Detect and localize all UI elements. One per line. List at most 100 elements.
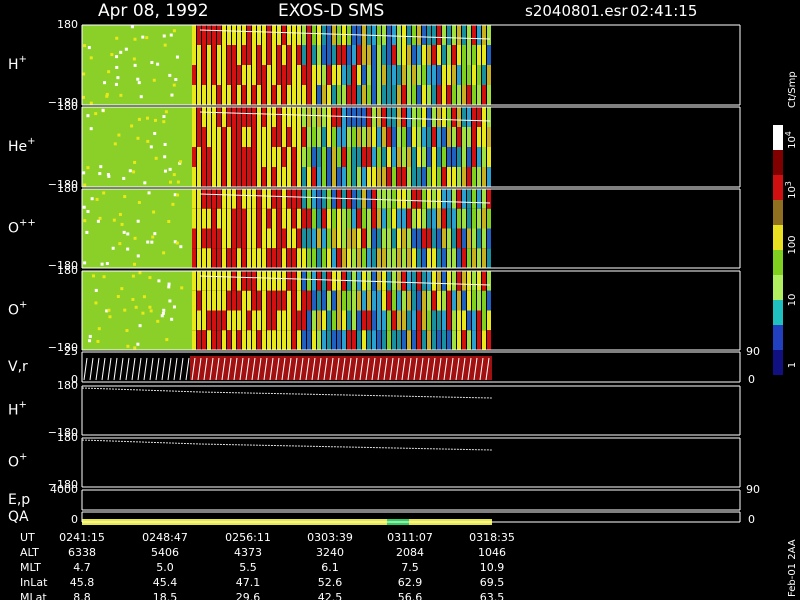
- spectrogram-cell: [352, 45, 356, 65]
- colorbar-segment: [773, 325, 783, 350]
- spectrogram-cell: [347, 248, 351, 268]
- spectrogram-speck: [92, 274, 96, 278]
- spectrogram-cell: [232, 228, 236, 249]
- spectrogram-cell: [257, 208, 261, 229]
- spectrogram-cell: [392, 107, 396, 127]
- spectrogram-speck: [165, 338, 169, 342]
- spectrogram-cell: [222, 147, 226, 167]
- spectrogram-speck: [145, 116, 149, 120]
- spectrogram-speck: [170, 317, 174, 321]
- spectrogram-cell: [347, 290, 351, 311]
- spectrogram-cell: [287, 310, 291, 331]
- spectrogram-cell: [222, 127, 226, 147]
- spectrogram-cell: [392, 310, 396, 331]
- spectrogram-speck: [131, 297, 135, 301]
- table-cell: 0311:07: [387, 531, 433, 544]
- spectrogram-cell: [337, 25, 341, 45]
- spectrogram-cell: [227, 45, 231, 65]
- spectrogram-speck: [132, 170, 136, 174]
- spectrogram-cell: [417, 228, 421, 249]
- spectrogram-cell: [452, 127, 456, 147]
- velocity-tick: [443, 357, 448, 381]
- spectrogram-cell: [477, 290, 481, 311]
- spectrogram-cell: [262, 189, 266, 209]
- spectrogram-cell: [287, 167, 291, 187]
- colorbar-segment: [773, 125, 783, 150]
- spectrogram-cell: [197, 107, 201, 127]
- velocity-tick: [275, 357, 280, 381]
- spectrogram-cell: [202, 127, 206, 147]
- spectrogram-cell: [352, 65, 356, 85]
- spectrogram-cell: [282, 228, 286, 249]
- spectrogram-cell: [457, 228, 461, 249]
- spectrogram-cell: [382, 167, 386, 187]
- spectrogram-cell: [412, 45, 416, 65]
- velocity-tick: [227, 357, 232, 381]
- spectrogram-speck: [89, 56, 93, 60]
- spectrogram-cell: [432, 167, 436, 187]
- spectrogram-cell: [242, 107, 246, 127]
- spectrogram-cell: [462, 127, 466, 147]
- spectrogram-cell: [377, 271, 381, 291]
- spectrogram-cell: [397, 208, 401, 229]
- spectrogram-cell: [327, 290, 331, 311]
- velocity-tick: [299, 357, 304, 381]
- spectrogram-speck: [119, 50, 123, 54]
- right-tick-label: 90: [746, 345, 760, 358]
- spectrogram-cell: [427, 65, 431, 85]
- spectrogram-cell: [227, 107, 231, 127]
- velocity-tick: [467, 357, 472, 381]
- spectrogram-cell: [387, 290, 391, 311]
- spectrogram-cell: [472, 248, 476, 268]
- spectrogram-cell: [277, 248, 281, 268]
- spectrogram-cell: [232, 127, 236, 147]
- spectrogram-cell: [297, 147, 301, 167]
- spectrogram-cell: [297, 228, 301, 249]
- spectrogram-speck: [82, 171, 86, 175]
- spectrogram-cell: [462, 271, 466, 291]
- spectrogram-speck: [153, 118, 157, 122]
- spectrogram-cell: [437, 127, 441, 147]
- spectrogram-speck: [96, 219, 100, 223]
- spectrogram-speck: [82, 205, 86, 209]
- spectrogram-cell: [447, 189, 451, 209]
- spectrogram-cell: [382, 310, 386, 331]
- spectrogram-cell: [352, 330, 356, 350]
- spectrogram-cell: [342, 228, 346, 249]
- spectrogram-cell: [252, 127, 256, 147]
- spectrogram-cell: [302, 330, 306, 350]
- spectrogram-cell: [322, 271, 326, 291]
- spectrogram-cell: [322, 85, 326, 105]
- trace: [199, 29, 491, 40]
- tick-label: 0: [71, 513, 78, 526]
- spectrogram-cell: [462, 45, 466, 65]
- spectrogram-cell: [437, 167, 441, 187]
- spectrogram-cell: [432, 228, 436, 249]
- spectrogram-cell: [302, 65, 306, 85]
- table-cell: 5.0: [156, 561, 174, 574]
- spectrogram-cell: [372, 290, 376, 311]
- spectrogram-cell: [352, 310, 356, 331]
- spectrogram-cell: [357, 290, 361, 311]
- spectrogram-cell: [452, 147, 456, 167]
- spectrogram-speck: [137, 117, 141, 121]
- spectrogram-cell: [377, 310, 381, 331]
- spectrogram-cell: [332, 208, 336, 229]
- spectrogram-cell: [362, 167, 366, 187]
- spectrogram-cell: [217, 167, 221, 187]
- spectrogram-cell: [472, 189, 476, 209]
- spectrogram-cell: [342, 45, 346, 65]
- spectrogram-cell: [312, 107, 316, 127]
- spectrogram-cell: [437, 85, 441, 105]
- spectrogram-cell: [302, 228, 306, 249]
- spectrogram-cell: [292, 25, 296, 45]
- spectrogram-cell: [327, 208, 331, 229]
- spectrogram-cell: [407, 85, 411, 105]
- spectrogram-cell: [472, 45, 476, 65]
- spectrogram-cell: [407, 167, 411, 187]
- spectrogram-cell: [382, 45, 386, 65]
- spectrogram-cell: [387, 248, 391, 268]
- spectrogram-cell: [407, 248, 411, 268]
- spectrogram-cell: [232, 25, 236, 45]
- spectrogram-cell: [277, 310, 281, 331]
